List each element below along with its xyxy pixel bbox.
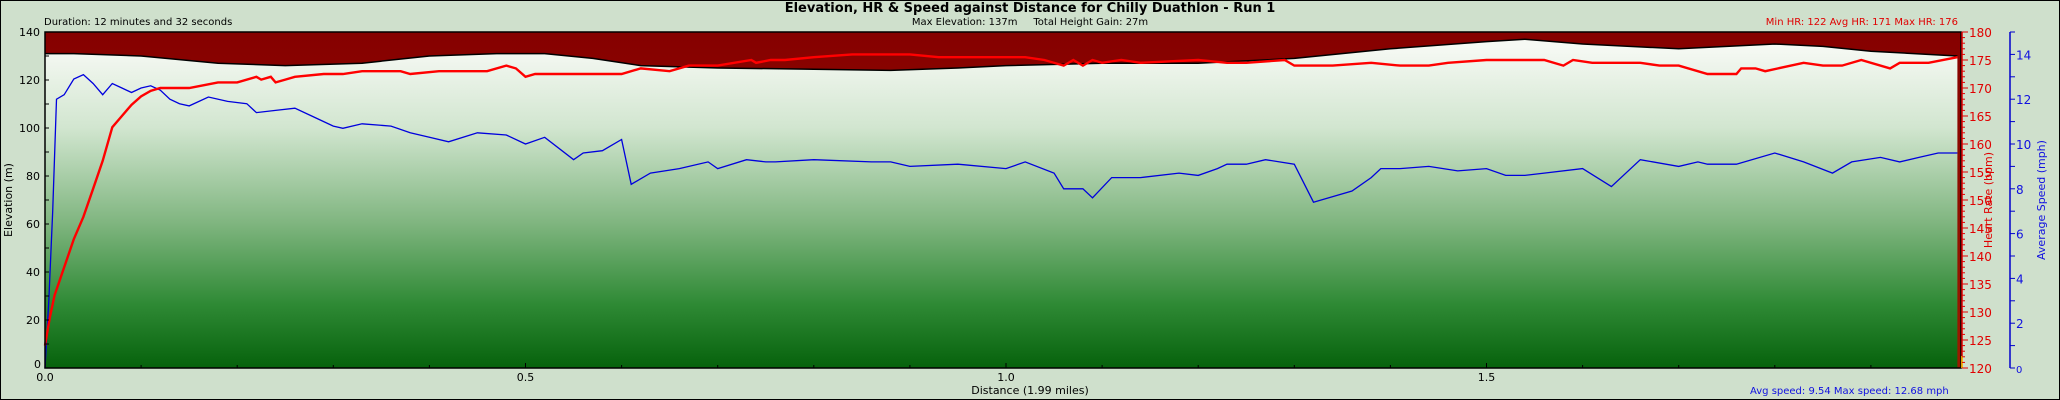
- speed-axis: 0 2 4 6 8 10 12 14: [2009, 31, 2031, 376]
- tick-label: 100: [19, 122, 40, 135]
- tick-label: 0.5: [517, 371, 535, 384]
- tick-label: 170: [1969, 82, 1992, 96]
- tick-label: 145: [1969, 222, 1992, 236]
- tick-label: 150: [1969, 194, 1992, 208]
- tick-label: 0: [2016, 365, 2022, 376]
- chart-title: Elevation, HR & Speed against Distance f…: [784, 1, 1276, 16]
- tick-label: 40: [26, 266, 40, 279]
- tick-label: 155: [1969, 166, 1992, 180]
- tick-label: 135: [1969, 278, 1992, 292]
- elevation-area: [45, 39, 1958, 368]
- tick-label: 14: [2016, 48, 2031, 62]
- tick-label: 12: [2016, 93, 2031, 107]
- tick-label: 120: [19, 74, 40, 87]
- duration-label: Duration: 12 minutes and 32 seconds: [44, 17, 233, 28]
- hr-line: [43, 53, 1958, 346]
- tick-label: 60: [26, 218, 40, 231]
- x-axis-label: Distance (1.99 miles): [971, 384, 1089, 397]
- tick-label: 10: [2016, 138, 2031, 152]
- hr-stats-label: Min HR: 122 Avg HR: 171 Max HR: 176: [1765, 17, 1958, 28]
- tick-label: 80: [26, 170, 40, 183]
- tick-label: 2: [2016, 317, 2024, 331]
- speed-line: [44, 73, 1958, 369]
- tick-label: 1.0: [997, 371, 1015, 384]
- tick-label: 120: [1969, 362, 1992, 376]
- tick-label: 160: [1969, 138, 1992, 152]
- elevation-axis: 0 20 40 60 80 100 120 140: [19, 26, 49, 371]
- tick-label: 4: [2016, 272, 2024, 286]
- hr-axis: 120 125 130 135 140 145 150 155 160 165 170 175 180: [1961, 26, 1992, 376]
- speed-stats-label: Avg speed: 9.54 Max speed: 12.68 mph: [1750, 386, 1949, 397]
- tick-label: 165: [1969, 110, 1992, 124]
- tick-label: 8: [2016, 183, 2024, 197]
- plot-area: [43, 31, 1962, 369]
- distance-axis: 0.0 0.5 1.0 1.5: [36, 363, 1872, 384]
- tick-label: 180: [1969, 26, 1992, 40]
- tick-label: 1.5: [1478, 371, 1496, 384]
- speed-axis-label: Average Speed (mph): [2035, 140, 2048, 260]
- tick-label: 0.0: [36, 371, 54, 384]
- tick-label: 125: [1969, 334, 1992, 348]
- tick-label: 140: [1969, 250, 1992, 264]
- tick-label: 0: [34, 358, 41, 371]
- elevation-line: [45, 38, 1958, 72]
- tick-label: 20: [26, 314, 40, 327]
- elevation-axis-label: Elevation (m): [2, 163, 15, 237]
- tick-label: 175: [1969, 54, 1992, 68]
- chart-subtitle: Max Elevation: 137m Total Height Gain: 2…: [911, 17, 1149, 28]
- tick-label: 130: [1969, 306, 1992, 320]
- tick-label: 6: [2016, 228, 2024, 242]
- tick-label: 140: [19, 26, 40, 39]
- hr-axis-label: Heart Rate (bpm): [1982, 152, 1995, 248]
